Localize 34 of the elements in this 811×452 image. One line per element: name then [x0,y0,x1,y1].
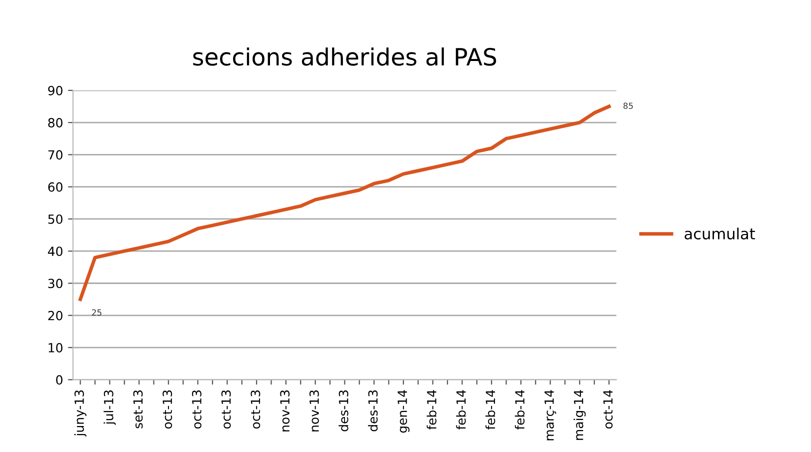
y-tick-label: 40 [48,246,62,256]
x-tick-label: set-13 [133,390,143,428]
y-tick-label: 50 [48,214,62,224]
x-tick-label: nov-13 [280,390,290,432]
y-tick-label: 60 [48,182,62,192]
x-tick-label: nov-13 [309,390,319,432]
x-tick-label: gen-14 [398,390,410,433]
line-series [78,104,611,302]
x-tick-label: oct-14 [603,390,613,429]
x-tick-label: feb-14 [485,390,496,430]
x-tick-label: oct-13 [250,390,260,429]
y-tick-label: 20 [48,310,62,320]
x-tick-label: oct-13 [162,390,172,429]
y-tick-label: 80 [48,118,62,128]
y-tick-label: 30 [48,278,62,288]
x-tick-label: feb-14 [514,390,525,430]
x-tick-label: oct-13 [221,390,231,429]
x-tick-label: feb-14 [456,390,466,430]
legend-label: acumulat [684,228,755,240]
x-tick-label: des-13 [368,390,378,432]
y-tick-label: 10 [48,343,62,352]
y-tick-label: 70 [48,150,62,160]
x-tick-label: maig-14 [574,390,586,440]
chart-title: seccions adherides al PAS [193,47,496,66]
y-tick-label: 0 [56,375,62,385]
x-tick-label: juny-13 [74,390,86,437]
x-tick-label: feb-14 [426,390,436,430]
x-tick-label: oct-13 [192,390,202,429]
y-tick-label: 90 [48,86,62,96]
data-label: 85 [623,102,633,109]
data-label: 25 [92,309,102,316]
x-tick-label: jul-13 [104,390,116,425]
x-tick-label: març-14 [544,390,556,440]
x-tick-label: des-13 [338,390,348,432]
